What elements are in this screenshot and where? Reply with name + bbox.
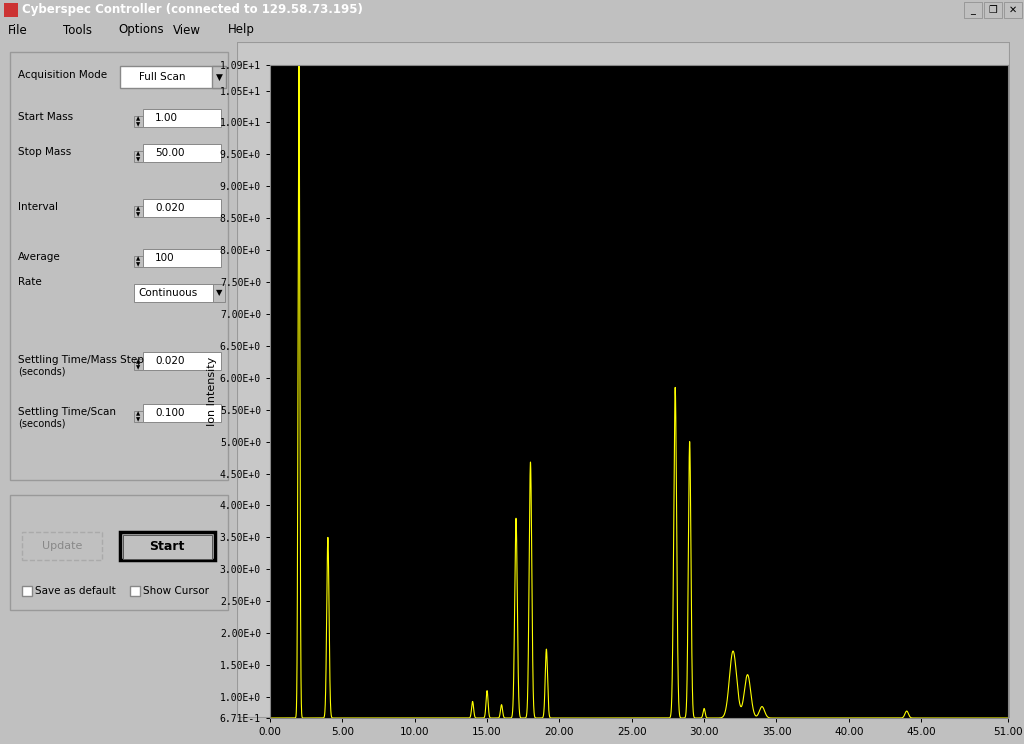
Text: 100: 100 [155,253,175,263]
Text: (seconds): (seconds) [18,419,66,429]
Text: File: File [8,24,28,36]
Bar [22,532,102,560]
Bar [340,43,445,61]
Text: Tools: Tools [63,24,92,36]
Text: Current Scan: Current Scan [255,47,323,57]
Text: _: _ [971,5,976,15]
Bar [134,256,143,267]
Text: ▼: ▼ [136,213,140,217]
Bar [123,535,212,559]
Text: ▲: ▲ [136,359,140,365]
Text: Average: Average [18,252,60,262]
Bar [134,116,143,127]
Text: ❒: ❒ [988,5,997,15]
Text: Help: Help [228,24,255,36]
Text: Full Scan: Full Scan [138,72,185,82]
Text: ▼: ▼ [136,417,140,423]
Bar [984,2,1002,18]
Text: Leak Mode Chart: Leak Mode Chart [458,47,546,57]
Bar [143,249,221,267]
Bar [240,43,338,61]
Bar [10,495,228,610]
Bar [134,411,143,422]
Text: ▲: ▲ [136,152,140,156]
Text: Acquisition Mode: Acquisition Mode [18,70,108,80]
Text: Continuous: Continuous [138,288,198,298]
Text: 1.00: 1.00 [155,113,178,123]
Bar [143,352,221,370]
Text: ▼: ▼ [136,123,140,127]
Text: Stop Mass: Stop Mass [18,147,72,157]
Bar [134,206,143,217]
Text: ✕: ✕ [1009,5,1017,15]
Bar [130,586,140,596]
Text: ▼: ▼ [136,158,140,162]
Text: 0.100: 0.100 [155,408,184,418]
Bar [22,586,32,596]
Text: ▲: ▲ [136,257,140,261]
Text: ▲: ▲ [136,411,140,417]
Bar [134,284,221,302]
Text: Settling Time/Mass Step: Settling Time/Mass Step [18,355,144,365]
Text: Options: Options [118,24,164,36]
Bar [10,52,228,480]
Text: ▼: ▼ [136,365,140,371]
Text: ▼: ▼ [216,72,222,82]
Bar [120,532,215,560]
X-axis label: Mass: Mass [625,743,653,744]
Text: ▼: ▼ [136,263,140,268]
Text: 50.00: 50.00 [155,148,184,158]
Bar [134,359,143,370]
Text: Start: Start [150,539,184,553]
Text: ▼: ▼ [216,289,222,298]
Text: Previous Scans: Previous Scans [353,47,432,57]
Text: Settling Time/Scan: Settling Time/Scan [18,407,116,417]
Text: ▲: ▲ [136,117,140,121]
Bar [134,151,143,162]
Text: 0.020: 0.020 [155,356,184,366]
Text: Rate: Rate [18,277,42,287]
Text: (seconds): (seconds) [18,367,66,377]
Text: IEM Scan: IEM Scan [575,47,623,57]
Text: Show Cursor: Show Cursor [143,586,209,596]
Text: ▲: ▲ [136,207,140,211]
Bar [143,199,221,217]
Text: Start Mass: Start Mass [18,112,73,122]
Bar [1004,2,1022,18]
Text: Interval: Interval [18,202,58,212]
Bar [559,43,639,61]
Bar [213,284,225,302]
Text: Update: Update [42,541,82,551]
Bar [143,404,221,422]
Bar [447,43,557,61]
Bar [143,109,221,127]
Bar [143,144,221,162]
Bar [212,66,226,88]
Y-axis label: Ion Intensity: Ion Intensity [207,357,217,426]
Bar [120,66,220,88]
Text: 0.020: 0.020 [155,203,184,213]
Text: Cyberspec Controller (connected to 129.58.73.195): Cyberspec Controller (connected to 129.5… [22,4,362,16]
Bar [4,3,18,17]
Text: View: View [173,24,201,36]
Bar [964,2,982,18]
Text: Save as default: Save as default [35,586,116,596]
